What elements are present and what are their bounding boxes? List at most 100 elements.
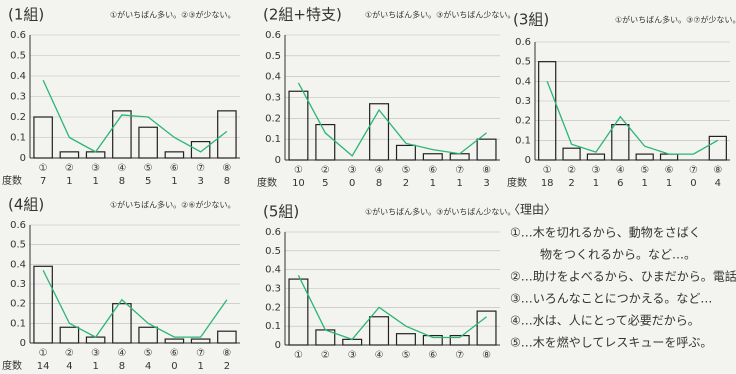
bar	[217, 110, 237, 159]
bar	[476, 138, 497, 161]
chart-title: (4組)	[8, 196, 44, 214]
line	[42, 269, 228, 338]
chart-title: (1組)	[8, 6, 44, 24]
count: 2	[224, 361, 230, 372]
y-tick-label: 0.6	[10, 30, 26, 41]
bar	[164, 151, 185, 159]
bar	[138, 126, 158, 159]
x-tick-label: ⑥	[428, 165, 437, 176]
count: 3	[483, 178, 489, 189]
y-tick-label: 0.4	[515, 76, 531, 87]
count: 14	[37, 361, 50, 372]
y-tick-label: 0.1	[10, 133, 26, 144]
x-tick-label: ⑤	[401, 350, 410, 361]
x-tick-label: ①	[39, 348, 48, 359]
y-tick-label: 0.1	[265, 134, 281, 145]
y-tick-label: 0.1	[515, 135, 531, 146]
y-tick-label: 0.5	[515, 57, 531, 68]
x-tick-label: ①	[39, 163, 48, 174]
count: 5	[322, 178, 328, 189]
x-tick-label: ⑥	[170, 163, 179, 174]
y-tick-label: 0.4	[265, 265, 281, 276]
count: 8	[376, 178, 382, 189]
y-tick-label: 0.6	[10, 220, 26, 231]
x-tick-label: ②	[65, 348, 74, 359]
count: 1	[430, 178, 436, 189]
line	[546, 81, 719, 155]
x-tick-label: ③	[591, 165, 600, 176]
x-tick-label: ④	[375, 165, 384, 176]
x-tick-label: ⑦	[455, 350, 464, 361]
y-tick-label: 0.3	[265, 284, 281, 295]
x-tick-label: ④	[375, 350, 384, 361]
x-tick-label: ③	[348, 165, 357, 176]
bar	[449, 334, 470, 346]
y-tick-label: 0.5	[265, 51, 281, 62]
chart-title: (5組)	[263, 203, 299, 221]
count-label: 度数	[2, 359, 22, 372]
count: 2	[568, 178, 574, 189]
y-tick-label: 0.4	[10, 71, 26, 82]
annotation: ①がいちばん多い。③がいちばん少ない。	[365, 10, 515, 20]
x-tick-label: ①	[294, 165, 303, 176]
x-tick-label: ⑤	[401, 165, 410, 176]
count-label: 度数	[2, 174, 22, 187]
line	[42, 79, 228, 153]
bar	[449, 153, 470, 161]
count: 1	[593, 178, 599, 189]
bar	[288, 278, 309, 346]
bar	[33, 265, 53, 344]
bar	[59, 326, 80, 344]
y-tick-label: 0.5	[10, 51, 26, 62]
bar	[217, 330, 237, 344]
count: 8	[119, 361, 125, 372]
x-tick-label: ②	[321, 165, 330, 176]
y-tick-label: 0	[20, 153, 26, 164]
count: 1	[92, 361, 98, 372]
count: 4	[145, 361, 151, 372]
count: 1	[66, 176, 72, 187]
line	[297, 82, 487, 157]
x-tick-label: ②	[65, 163, 74, 174]
count: 8	[224, 176, 230, 187]
bar	[708, 135, 727, 161]
x-tick-label: ④	[616, 165, 625, 176]
count-label: 度数	[507, 176, 527, 189]
bar	[138, 326, 158, 344]
x-tick-label: ③	[91, 348, 100, 359]
annotation: ①がいちばん多い。③⑦が少ない。	[615, 15, 736, 25]
annotation: ①がいちばん多い。②⑥が少ない。	[110, 200, 236, 210]
bar	[369, 316, 390, 346]
x-tick-label: ④	[117, 348, 126, 359]
y-tick-label: 0.2	[10, 299, 26, 310]
bar	[112, 110, 132, 159]
count: 18	[541, 178, 554, 189]
bar	[562, 147, 581, 161]
y-tick-label: 0	[275, 340, 281, 351]
count: 1	[457, 178, 463, 189]
y-tick-label: 0	[525, 155, 531, 166]
x-tick-label: ⑤	[640, 165, 649, 176]
reason-line: ①…木を切れるから、動物をさばく	[510, 226, 701, 240]
x-tick-label: ⑧	[222, 163, 231, 174]
chart-title: (3組)	[513, 11, 549, 29]
x-tick-label: ⑧	[222, 348, 231, 359]
x-tick-label: ⑧	[713, 165, 722, 176]
x-tick-label: ⑥	[428, 350, 437, 361]
x-tick-label: ⑥	[170, 348, 179, 359]
reason-line: ③…いろんなことにつかえる。など…	[510, 292, 712, 306]
reason-line: ②…助けをよべるから、ひまだから。電話する。	[510, 269, 736, 284]
count: 0	[171, 361, 177, 372]
bar	[342, 338, 363, 346]
y-tick-label: 0.5	[265, 246, 281, 257]
y-tick-label: 0.2	[265, 302, 281, 313]
count: 0	[349, 178, 355, 189]
x-tick-label: ⑧	[482, 350, 491, 361]
bar	[476, 310, 497, 346]
bar	[85, 336, 106, 344]
line	[297, 275, 487, 341]
x-tick-label: ④	[117, 163, 126, 174]
x-tick-label: ①	[543, 165, 552, 176]
bar	[422, 334, 443, 346]
bar	[112, 303, 132, 344]
